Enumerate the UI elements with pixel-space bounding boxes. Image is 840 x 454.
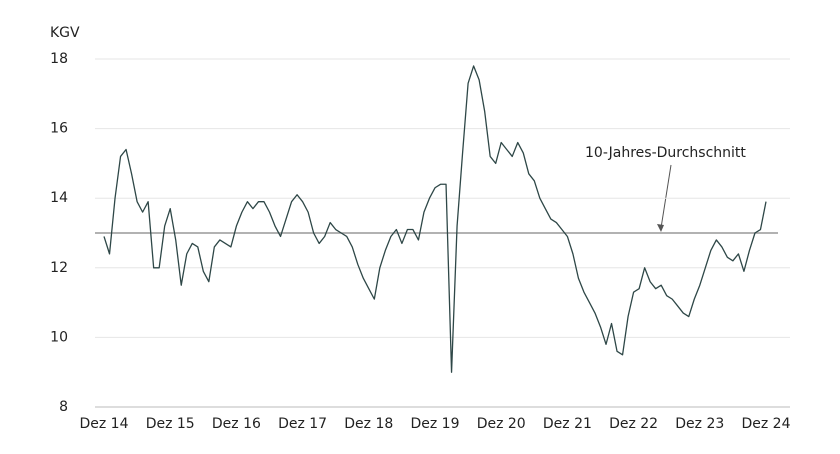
x-tick-label: Dez 19: [410, 416, 459, 432]
y-tick-label: 12: [50, 260, 68, 276]
x-tick-label: Dez 23: [675, 416, 724, 432]
y-tick-label: 16: [50, 121, 68, 137]
x-tick-label: Dez 20: [477, 416, 526, 432]
annotation-arrowhead: [657, 224, 664, 232]
x-tick-label: Dez 18: [344, 416, 393, 432]
x-tick-label: Dez 21: [543, 416, 592, 432]
x-tick-label: Dez 14: [79, 416, 128, 432]
x-tick-label: Dez 22: [609, 416, 658, 432]
y-tick-label: 18: [50, 51, 68, 67]
x-tick-label: Dez 15: [146, 416, 195, 432]
annotation-arrow: [660, 164, 672, 229]
x-tick-label: Dez 17: [278, 416, 327, 432]
y-tick-label: 10: [50, 329, 68, 345]
y-tick-label: 14: [50, 190, 68, 206]
y-axis-label: KGV: [50, 25, 80, 41]
average-label: 10-Jahres-Durchschnitt: [585, 145, 746, 161]
x-tick-label: Dez 16: [212, 416, 261, 432]
x-tick-label: Dez 24: [741, 416, 790, 432]
y-tick-label: 8: [59, 399, 68, 415]
data-line: [103, 65, 767, 373]
